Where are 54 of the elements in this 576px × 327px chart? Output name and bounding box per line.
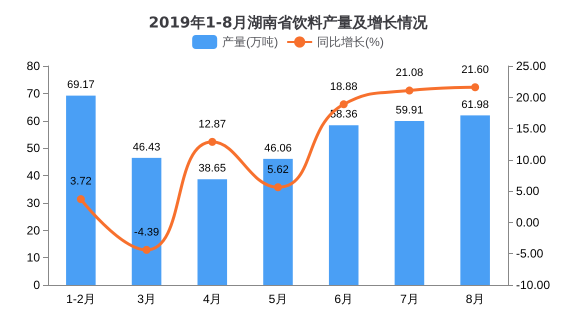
point: [142, 246, 151, 254]
bar: [328, 125, 358, 285]
x-tick-label: 8月: [466, 292, 484, 306]
x-tick-label: 4月: [202, 292, 222, 306]
bar: [460, 115, 490, 285]
point: [471, 83, 480, 92]
y-tick-label: 60: [26, 114, 40, 128]
data-label: 38.65: [198, 162, 226, 175]
y-tick-label: 50: [26, 141, 40, 156]
bar: [263, 158, 293, 285]
bar: [66, 96, 96, 285]
y-tick-label: 80: [26, 59, 40, 73]
x-tick-label: 5月: [268, 292, 288, 306]
legend-label: 产量(万吨): [222, 35, 278, 49]
bar: [198, 179, 228, 285]
point: [208, 138, 216, 146]
y-tick-label: 70: [26, 86, 40, 100]
point: [405, 86, 414, 95]
data-label: 46.43: [132, 141, 160, 154]
y2-tick-label: 20.00: [516, 90, 546, 104]
y-tick-label: 30: [26, 196, 40, 210]
data-label: 3.72: [70, 176, 92, 188]
data-label: 18.88: [330, 80, 358, 93]
data-label: 69.17: [67, 79, 95, 92]
y2-tick-label: 0.00: [516, 215, 540, 230]
data-label: 21.60: [461, 64, 489, 76]
y2-tick-label: 5.00: [516, 184, 540, 198]
data-label: 61.98: [461, 98, 489, 111]
y-tick-label: 20: [26, 223, 40, 238]
y2-tick-label: -5.00: [516, 246, 544, 261]
y-tick-label: 0: [33, 278, 40, 292]
data-label: 59.91: [396, 104, 424, 116]
x-tick-label: 3月: [137, 292, 156, 306]
y2-tick-label: 10.00: [516, 152, 546, 167]
x-tick-label: 1-2月: [66, 292, 96, 306]
y2-tick-label: 15.00: [516, 122, 546, 136]
data-label: 46.06: [264, 142, 292, 154]
data-label: 21.08: [396, 67, 424, 80]
data-label: -4.39: [134, 226, 160, 238]
point: [274, 183, 282, 192]
bar: [394, 120, 424, 285]
legend-label: 同比增长(%): [317, 35, 384, 49]
x-tick-label: 6月: [334, 292, 354, 306]
y2-tick-label: -10.00: [516, 278, 550, 292]
x-tick-label: 7月: [400, 292, 419, 306]
chart-title: 2019年1-8月湖南省饮料产量及增长情况: [148, 14, 428, 32]
y-tick-label: 40: [26, 168, 40, 182]
data-label: 12.87: [198, 118, 226, 130]
point: [76, 195, 85, 204]
y-tick-label: 10: [26, 250, 40, 265]
bar: [132, 158, 162, 285]
point: [340, 100, 348, 108]
data-label: 5.62: [267, 164, 289, 176]
y2-tick-label: 25.00: [516, 59, 546, 73]
